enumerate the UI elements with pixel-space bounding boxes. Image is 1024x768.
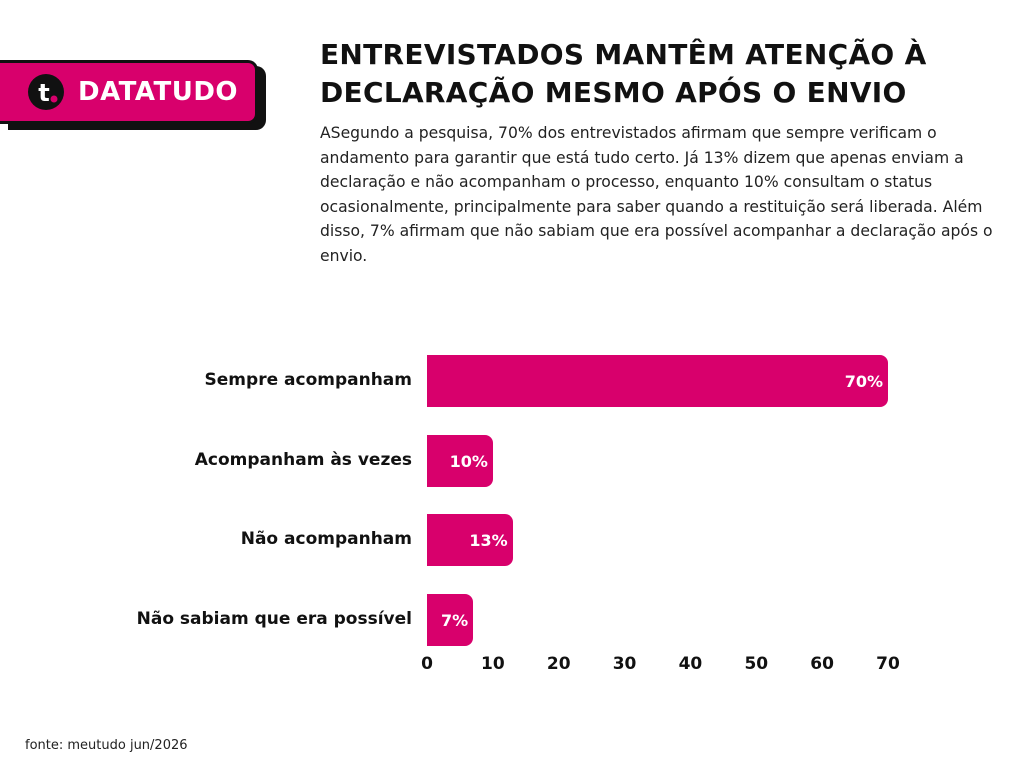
brand-badge-body: t DATATUDO bbox=[0, 60, 258, 124]
bar-value-label: 7% bbox=[440, 610, 469, 630]
brand-badge: t DATATUDO bbox=[0, 60, 268, 130]
brand-logo-icon: t bbox=[28, 74, 64, 110]
brand-name: DATATUDO bbox=[78, 77, 239, 107]
category-label: Não acompanham bbox=[240, 529, 412, 549]
source-note: fonte: meutudo jun/2026 bbox=[25, 738, 188, 753]
brand-logo-dot bbox=[50, 95, 58, 103]
category-label: Sempre acompanham bbox=[204, 370, 412, 390]
category-label: Não sabiam que era possível bbox=[136, 608, 412, 629]
bar bbox=[427, 355, 888, 407]
x-tick-label: 70 bbox=[876, 654, 900, 674]
category-label: Acompanham às vezes bbox=[194, 449, 412, 470]
bar-value-label: 10% bbox=[449, 451, 488, 471]
bar-value-label: 13% bbox=[469, 531, 508, 550]
bar bbox=[427, 434, 493, 487]
bar bbox=[427, 593, 474, 646]
page-title: ENTREVISTADOS MANTÊM ATENÇÃO À DECLARAÇÃ… bbox=[320, 38, 927, 109]
bar bbox=[427, 514, 513, 566]
x-tick-label: 0 bbox=[421, 654, 433, 674]
page-subtitle: ASegundo a pesquisa, 70% dos entrevistad… bbox=[320, 124, 993, 265]
x-tick-label: 10 bbox=[481, 654, 505, 674]
brand-logo-letter: t bbox=[38, 79, 49, 107]
x-tick-label: 50 bbox=[744, 654, 769, 674]
x-tick-label: 30 bbox=[612, 654, 637, 674]
x-tick-label: 20 bbox=[546, 654, 571, 674]
bar-value-label: 70% bbox=[844, 372, 883, 391]
x-tick-label: 60 bbox=[810, 654, 834, 674]
brand-logo-glyph: t bbox=[38, 79, 58, 107]
x-tick-label: 40 bbox=[678, 654, 703, 674]
